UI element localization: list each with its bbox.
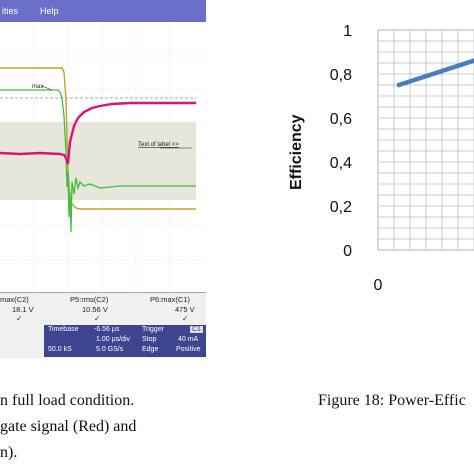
check-icon: ✓ <box>16 314 23 323</box>
text-of-label[interactable]: Text of label >> <box>138 142 179 148</box>
red-trace <box>0 101 196 165</box>
oscilloscope-screenshot: ities Help max <box>0 0 206 358</box>
measurement-name-3: P6:max(C1) <box>150 295 191 304</box>
timebase-offset: -6.56 µs <box>94 326 120 333</box>
green-trace <box>0 89 196 233</box>
timebase-label: Timebase <box>48 326 79 333</box>
trigger-level: 40 mA <box>178 336 199 343</box>
y-tick-label: 0,6 <box>330 111 352 128</box>
trigger-type: Edge <box>142 346 159 353</box>
check-icon: ✓ <box>94 314 101 323</box>
scope-waveforms: max Text of label >> <box>0 22 206 292</box>
y-tick-label: 0 <box>343 243 352 260</box>
caption-left-line1: n full load condition. <box>0 392 135 409</box>
trigger-slope: Positive <box>176 346 201 353</box>
chart-x-ticks: 0 <box>374 277 383 294</box>
caption-left-line2: gate signal (Red) and <box>0 418 137 435</box>
measurement-value-1: 18.1 V <box>12 305 34 314</box>
timebase-samples: 50.0 kS <box>48 346 72 353</box>
chart-series <box>396 58 474 88</box>
timebase-trigger-panel[interactable]: Timebase -6.56 µs 1.00 µs/div 50.0 kS 5.… <box>44 325 206 357</box>
measurement-value-3: 475 V <box>175 305 195 314</box>
y-tick-label: 0,2 <box>330 199 352 216</box>
channel-marker-label: max <box>32 84 43 90</box>
trigger-label: Trigger <box>142 326 164 333</box>
scope-screen: max Text of label >> <box>0 22 206 293</box>
caption-left-line3: n). <box>0 444 18 461</box>
chart-y-ticks: 0 0,2 0,4 0,6 0,8 1 <box>330 23 352 260</box>
measurement-value-2: 10.56 V <box>82 305 108 314</box>
timebase-div: 1.00 µs/div <box>96 336 130 343</box>
efficiency-series-line <box>396 58 474 88</box>
check-icon: ✓ <box>182 314 189 323</box>
measurement-name-1: max(C2) <box>0 295 29 304</box>
y-tick-label: 0,4 <box>330 155 352 172</box>
trigger-mode: Stop <box>142 336 157 343</box>
measurement-name-2: P5:rms(C2) <box>70 295 109 304</box>
y-tick-label: 1 <box>343 23 352 40</box>
menu-item-help[interactable]: Help <box>40 6 59 16</box>
trigger-channel: C1 <box>190 326 203 333</box>
scope-menubar: ities Help <box>0 0 206 22</box>
x-tick-label: 0 <box>374 277 383 294</box>
y-tick-label: 0,8 <box>330 67 352 84</box>
caption-right-line1: Figure 18: Power-Effic <box>318 392 466 409</box>
timebase-rate: 5.0 GS/s <box>96 346 124 353</box>
menu-item-utilities[interactable]: ities <box>2 6 19 16</box>
measurement-row: max(C2) 18.1 V P5:rms(C2) 10.56 V P6:max… <box>0 293 206 323</box>
